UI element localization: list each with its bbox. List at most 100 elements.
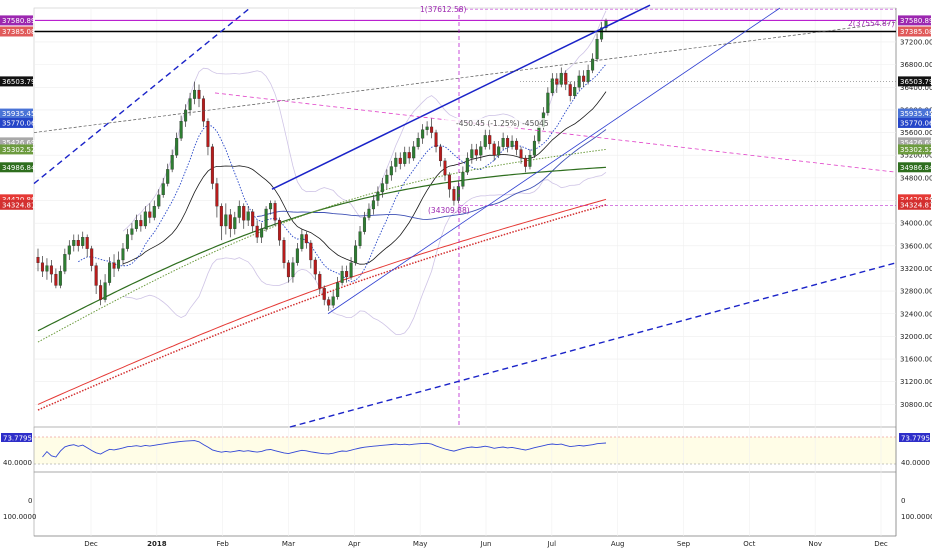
- candle-body: [358, 231, 362, 246]
- candle-body: [470, 149, 474, 159]
- candle-body: [233, 217, 237, 229]
- rsi-value-left: 73.7795: [3, 435, 32, 443]
- candle-body: [322, 288, 326, 300]
- price-badge-left: [0, 15, 33, 26]
- y-tick-label: 33600.00: [900, 242, 932, 250]
- price-badge-left: [0, 108, 33, 119]
- overlay-over: [33, 4, 897, 428]
- rsi-value-badge: [1, 433, 32, 442]
- candle-body: [85, 237, 89, 249]
- candle-body: [210, 146, 214, 184]
- candle-body: [295, 248, 299, 263]
- candle-body: [36, 256, 40, 263]
- candle-body: [376, 191, 380, 201]
- price-badge-right-label: 34324.81: [900, 201, 932, 209]
- price-badge-left: [0, 199, 33, 210]
- price-badge-left-label: 37580.89: [2, 17, 35, 25]
- candle-body: [219, 206, 223, 227]
- channel-upper-dashed-line: [33, 7, 251, 185]
- candle-body: [58, 271, 62, 286]
- x-tick-label: Jul: [547, 540, 557, 548]
- y-tick-label: 33200.00: [900, 265, 932, 273]
- candle-body: [251, 211, 255, 227]
- price-badge-left-label: 35770.06: [2, 119, 36, 127]
- x-tick-label: 2018: [147, 540, 167, 548]
- candle-body: [456, 186, 460, 201]
- candle-body: [327, 299, 331, 306]
- candle-body: [273, 203, 277, 221]
- measure-annotation: -450.45 (-1.25%) -45045: [456, 119, 549, 128]
- y-tick-label: 35600.00: [900, 129, 932, 137]
- sma50-line: [257, 129, 607, 220]
- candle-body: [452, 189, 456, 201]
- upper-trend-line: [271, 4, 651, 190]
- candle-body: [398, 157, 402, 164]
- price-badge-left-label: 36503.79: [2, 78, 35, 86]
- candle-body: [201, 98, 206, 122]
- candle-body: [394, 157, 398, 167]
- candle-body: [188, 98, 192, 111]
- candle-body: [461, 172, 465, 187]
- candle-body: [568, 84, 572, 96]
- candle-body: [430, 126, 434, 133]
- panel3-top-left: 0: [28, 497, 32, 505]
- candle-body: [331, 296, 335, 306]
- candle-body: [116, 259, 121, 269]
- candle-body: [246, 211, 250, 221]
- candle-body: [371, 200, 375, 210]
- candle-body: [523, 157, 528, 167]
- x-tick-label: Apr: [348, 540, 360, 548]
- candle-body: [304, 234, 308, 244]
- candle-body: [157, 194, 161, 207]
- price-badge-right: [898, 108, 931, 119]
- candle-body: [148, 211, 152, 218]
- candle-body: [573, 87, 577, 96]
- candle-body: [197, 89, 201, 99]
- channel-lower-dashed-line: [289, 262, 897, 428]
- candle-body: [143, 211, 147, 227]
- candle-body: [90, 248, 94, 266]
- candle-body: [286, 262, 290, 278]
- candle-body: [497, 146, 501, 156]
- price-badge-right: [898, 137, 931, 148]
- candles-layer: [36, 18, 608, 311]
- measure-label-bg: [445, 118, 545, 128]
- candle-body: [313, 259, 317, 275]
- candle-body: [425, 126, 429, 130]
- y-tick-label: 35200.00: [900, 152, 932, 160]
- price-badge-left: [0, 137, 33, 148]
- candle-body: [532, 140, 536, 156]
- high-annotation: 1(37612.58): [420, 5, 466, 14]
- candle-body: [277, 220, 282, 241]
- candle-body: [447, 174, 451, 190]
- price-badge-right-label: 37385.08: [900, 28, 932, 36]
- ema200-red-dotted-line: [37, 204, 607, 411]
- candle-body: [412, 146, 416, 159]
- x-tick-label: Aug: [611, 540, 625, 548]
- x-tick-label: May: [413, 540, 427, 548]
- candle-body: [438, 146, 443, 162]
- candle-body: [501, 138, 505, 147]
- rsi-band: [34, 437, 896, 464]
- candle-body: [63, 254, 67, 272]
- low-annotation: (34309.88): [428, 206, 470, 215]
- candle-body: [600, 27, 604, 40]
- candle-body: [152, 206, 156, 218]
- candle-body: [488, 135, 492, 145]
- candle-body: [175, 138, 179, 156]
- x-tick-label: Mar: [282, 540, 295, 548]
- candle-body: [443, 160, 447, 176]
- price-badge-left: [0, 117, 33, 128]
- candle-body: [510, 140, 514, 147]
- price-badge-left: [0, 76, 33, 87]
- axis-layer: 37200.0036800.0036400.0036000.0035600.00…: [0, 15, 932, 548]
- panel3-bottom-left: 100.0000: [3, 513, 36, 521]
- candle-body: [389, 166, 393, 176]
- candle-body: [103, 282, 107, 300]
- price-badge-left-label: 34986.84: [2, 164, 36, 172]
- price-badge-left: [0, 26, 33, 37]
- candle-body: [416, 138, 420, 147]
